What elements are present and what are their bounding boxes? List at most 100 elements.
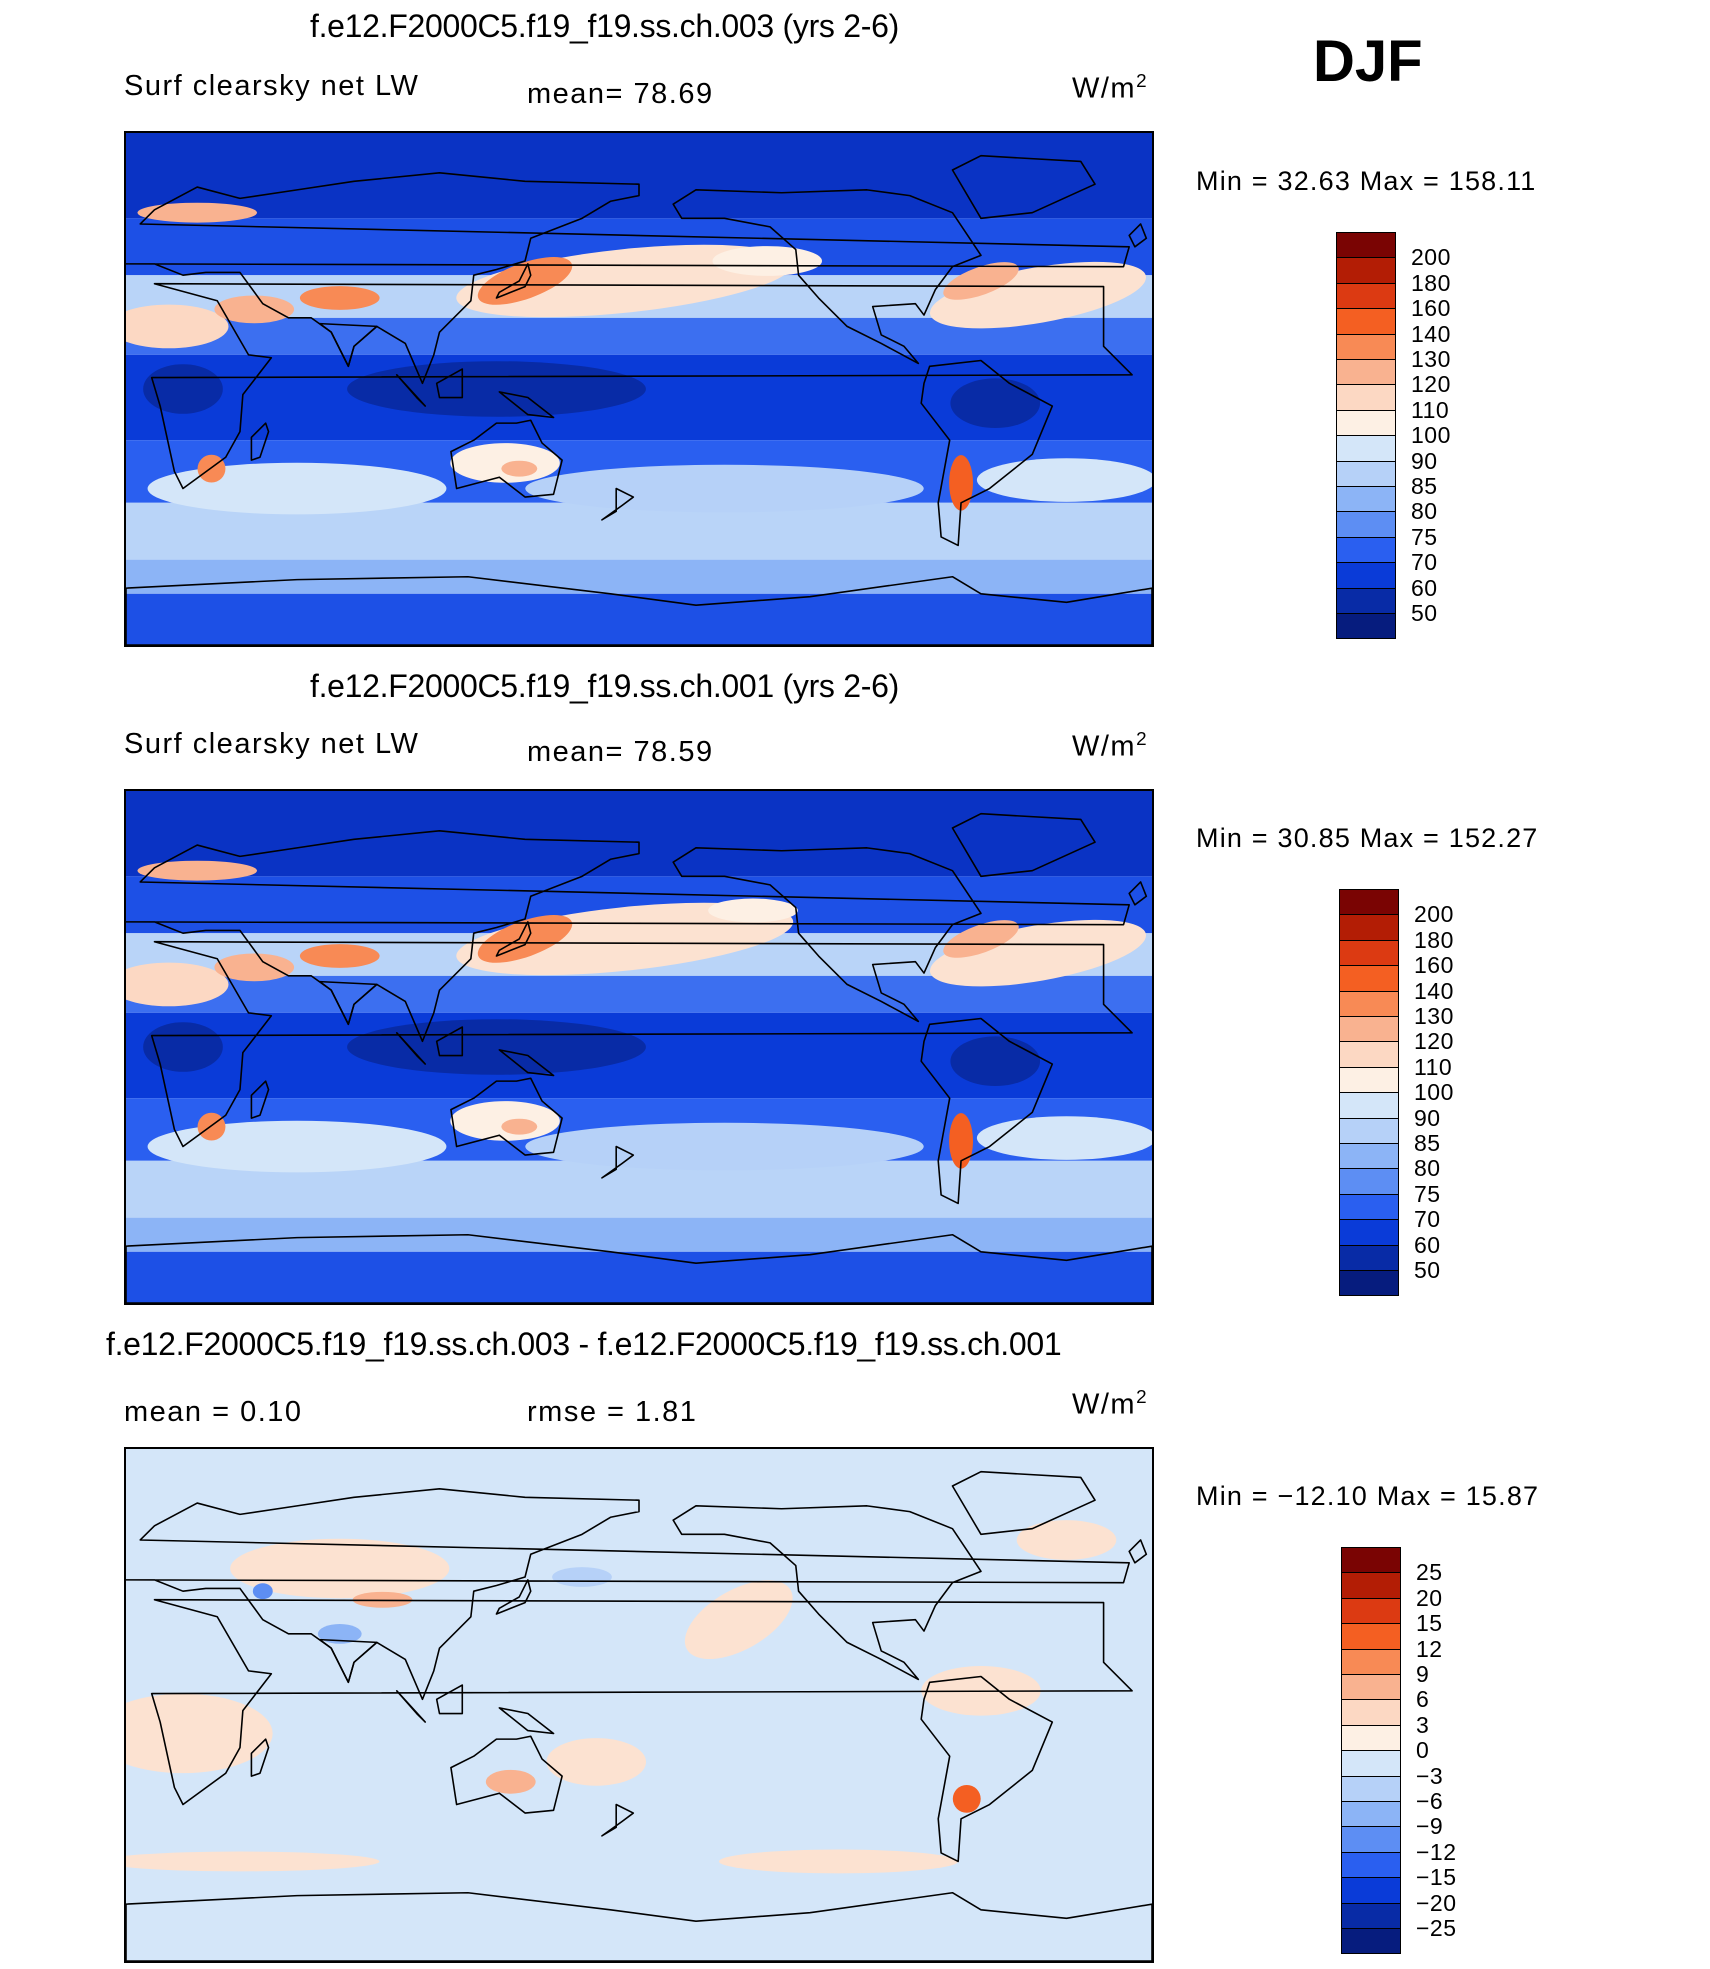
colorbar-tick-label: 110 — [1411, 396, 1450, 423]
coastline — [450, 419, 563, 498]
contour-region — [143, 364, 223, 414]
colorbar-swatch — [1336, 587, 1396, 614]
contour-region — [501, 460, 538, 477]
coastline — [319, 980, 378, 1026]
colorbar-tick-label: 12 — [1416, 1635, 1443, 1662]
coastline — [920, 1675, 1054, 1863]
colorbar-tick-label: 120 — [1414, 1028, 1454, 1055]
colorbar-swatch — [1339, 1143, 1399, 1170]
panel-title: f.e12.F2000C5.f19_f19.ss.ch.003 (yrs 2-6… — [310, 8, 899, 44]
coastline — [672, 1505, 982, 1681]
colorbar-swatch — [1341, 1775, 1401, 1802]
colorbar-swatch — [1341, 1597, 1401, 1625]
colorbar-tick-label: 130 — [1414, 1003, 1454, 1029]
coastline — [1128, 881, 1148, 906]
colorbar-tick-label: 50 — [1414, 1257, 1441, 1283]
colorbar-swatch — [1341, 1851, 1401, 1879]
colorbar-swatch — [1336, 562, 1396, 589]
colorbar-tick-label: 200 — [1411, 244, 1451, 271]
coastline — [951, 1470, 1096, 1536]
colorbar-swatch — [1341, 1877, 1401, 1904]
coastline — [435, 1684, 464, 1715]
contour-region — [214, 295, 295, 324]
contour-region — [299, 286, 380, 310]
contour-region — [552, 1567, 612, 1587]
contour-region — [137, 860, 258, 881]
map-plot-2 — [124, 789, 1154, 1305]
contour-region — [347, 1019, 646, 1075]
coastline — [395, 1032, 427, 1065]
colorbar-tick-label: 60 — [1411, 574, 1438, 601]
contour-region — [949, 1113, 974, 1169]
colorbar-swatch — [1339, 1041, 1399, 1068]
contour-region — [317, 1623, 362, 1644]
colorbar-tick-label: 180 — [1411, 269, 1451, 296]
coastline — [495, 1579, 532, 1615]
contour-region — [525, 464, 924, 513]
coastline — [395, 1690, 427, 1723]
contour-band — [126, 1251, 1152, 1303]
colorbar-swatch — [1336, 333, 1396, 360]
mean-label: mean = 0.10 — [124, 1396, 303, 1428]
coastline — [126, 1487, 1130, 1701]
colorbar-tick-label: 25 — [1416, 1559, 1443, 1586]
colorbar-swatch — [1339, 1193, 1399, 1221]
map-svg — [126, 1449, 1152, 1961]
colorbar-tick-label: 120 — [1411, 371, 1451, 398]
colorbar-swatch — [1341, 1648, 1401, 1675]
colorbar-tick-label: 15 — [1416, 1610, 1443, 1637]
colorbar-tick-label: 80 — [1414, 1155, 1441, 1182]
contour-region — [949, 455, 974, 511]
colorbar-swatch — [1341, 1750, 1401, 1777]
coastline — [498, 391, 555, 419]
coastline — [319, 1638, 378, 1684]
colorbar-tick-label: 160 — [1414, 952, 1454, 979]
colorbar-swatch — [1336, 282, 1396, 310]
colorbar-tick-label: 140 — [1411, 320, 1451, 347]
min-max-stats: Min = 30.85 Max = 152.27 — [1196, 823, 1539, 853]
contour-region — [230, 1538, 450, 1599]
contour-region — [126, 962, 229, 1007]
colorbar-tick-label: 90 — [1411, 447, 1438, 474]
colorbar-swatch — [1339, 1219, 1399, 1246]
contour-region — [976, 458, 1152, 502]
coastline — [450, 1077, 563, 1156]
contour-region — [450, 443, 560, 483]
colorbar-swatch — [1339, 1244, 1399, 1271]
units-label: W/m2 — [1072, 728, 1149, 763]
colorbar-tick-label: 50 — [1411, 600, 1438, 626]
variable-label: Surf clearsky net LW — [124, 728, 420, 760]
colorbar-tick-label: 110 — [1414, 1053, 1453, 1080]
contour-band — [126, 593, 1152, 645]
colorbar-swatch — [1336, 384, 1396, 411]
coastline — [920, 1017, 1054, 1205]
variable-label: Surf clearsky net LW — [124, 70, 420, 102]
contour-region — [485, 1769, 536, 1794]
coastline — [495, 921, 532, 957]
contour-region — [952, 1784, 981, 1813]
colorbar-swatch — [1341, 1902, 1401, 1929]
coastline — [450, 1735, 563, 1814]
colorbar-swatch — [1339, 939, 1399, 967]
contour-region — [546, 1738, 647, 1786]
colorbar-tick-label: 60 — [1414, 1231, 1441, 1258]
colorbar-swatch — [1341, 1674, 1401, 1701]
colorbar-swatch — [1341, 1547, 1401, 1574]
contour-region — [976, 1116, 1152, 1160]
colorbar-swatch — [1341, 1623, 1401, 1650]
colorbar-tick-label: 75 — [1411, 523, 1438, 550]
coastline — [601, 1803, 635, 1837]
colorbar-tick-label: 100 — [1411, 422, 1451, 449]
map-plot-3 — [124, 1447, 1154, 1963]
coastline — [672, 189, 982, 365]
coastline — [435, 1026, 464, 1057]
colorbar-tick-label: 85 — [1414, 1130, 1441, 1156]
contour-region — [501, 1118, 538, 1135]
colorbar-tick-label: −9 — [1416, 1813, 1444, 1840]
colorbar-tick-label: 140 — [1414, 977, 1454, 1004]
colorbar-swatch — [1341, 1801, 1401, 1828]
colorbar-tick-label: −25 — [1416, 1915, 1457, 1941]
colorbar-swatch — [1341, 1699, 1401, 1726]
colorbar-swatch — [1339, 1270, 1399, 1297]
coastline — [126, 1233, 1152, 1303]
